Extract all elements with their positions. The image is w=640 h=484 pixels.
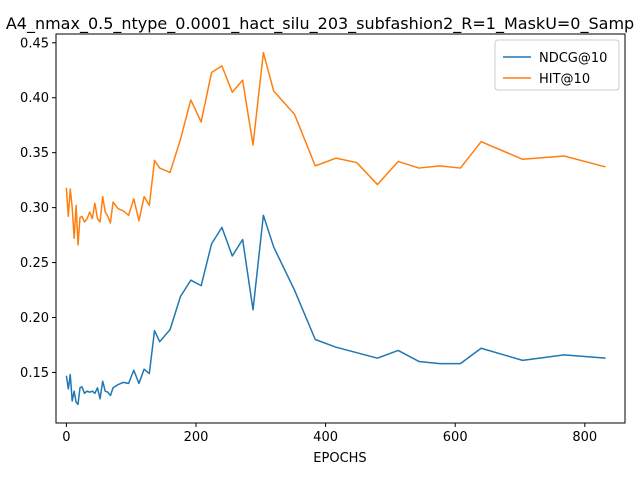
plot-frame [55,33,626,424]
x-tick-label: 200 [184,430,209,445]
x-axis-label: EPOCHS [313,451,366,466]
legend-label-ndcg: NDCG@10 [539,51,607,66]
y-tick-label: 0.30 [20,201,49,216]
series-layer [65,51,606,406]
legend: NDCG@10 HIT@10 [494,39,620,91]
x-axis-ticks: 0 200 400 600 800 [62,423,597,445]
x-tick-label: 800 [572,430,597,445]
y-tick-label: 0.45 [20,36,49,51]
legend-label-hit: HIT@10 [539,72,590,87]
x-tick-label: 600 [443,430,468,445]
x-tick-label: 400 [313,430,338,445]
y-tick-label: 0.15 [20,366,49,381]
series-line-0 [65,214,606,406]
x-tick-label: 0 [62,430,70,445]
series-line-1 [65,51,606,246]
y-axis-ticks: 0.15 0.20 0.25 0.30 0.35 0.40 0.45 [20,36,56,381]
chart-title: A4_nmax_0.5_ntype_0.0001_hact_silu_203_s… [6,14,634,34]
y-tick-label: 0.25 [20,256,49,271]
y-tick-label: 0.20 [20,311,49,326]
y-tick-label: 0.35 [20,146,49,161]
y-tick-label: 0.40 [20,91,49,106]
